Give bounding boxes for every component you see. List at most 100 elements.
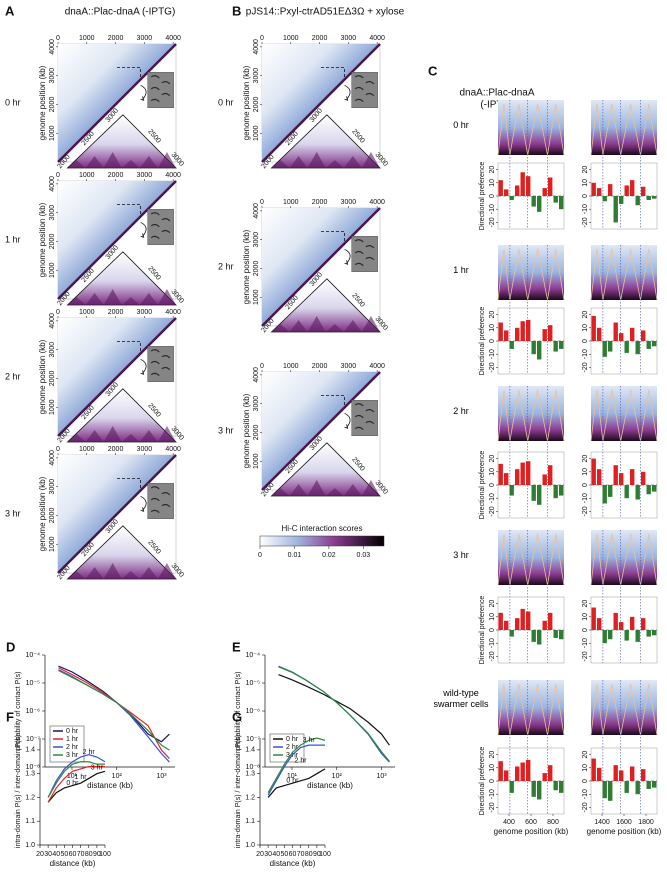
y-tick-label: 1000 xyxy=(49,262,56,278)
y-tick-label: 20 xyxy=(582,455,589,463)
y-tick-label: 0 xyxy=(489,194,496,198)
heatmap-diagonal xyxy=(261,207,381,327)
preference-bar xyxy=(553,781,558,791)
preference-bar xyxy=(591,607,596,630)
preference-bar xyxy=(515,327,520,341)
preference-bar xyxy=(619,770,624,781)
domain-outline xyxy=(640,248,658,301)
x-tick-label: 400 xyxy=(503,819,515,826)
y-tick-label: 1000 xyxy=(49,536,56,552)
y-tick-label: 10⁻⁷ xyxy=(26,736,40,743)
cell xyxy=(150,98,160,103)
y-tick-label: 1000 xyxy=(253,125,260,141)
row-label: 3 hr xyxy=(5,508,21,518)
legend-box xyxy=(49,725,85,763)
panel-label: C xyxy=(428,63,438,78)
domain-outline xyxy=(497,103,511,156)
cell xyxy=(161,503,171,508)
y-tick-label: 20 xyxy=(582,166,589,174)
preference-bar xyxy=(597,767,602,781)
x-tick-label: 1000 xyxy=(79,172,95,179)
preference-bar xyxy=(559,781,564,793)
cell xyxy=(365,92,375,97)
legend-label: 0 hr xyxy=(286,736,299,743)
preference-bar xyxy=(504,189,509,196)
y-tick-label: 1.4 xyxy=(25,747,35,754)
row-label: 2 hr xyxy=(453,406,469,416)
domain-outline xyxy=(640,103,658,156)
domain-outline xyxy=(640,683,658,736)
cell xyxy=(354,75,364,79)
x-tick-label: 30 xyxy=(264,851,272,858)
preference-bar xyxy=(548,765,553,781)
preference-bar xyxy=(630,327,635,341)
preference-bar xyxy=(608,630,613,640)
preference-bar xyxy=(548,177,553,196)
micrograph xyxy=(147,72,174,108)
y-tick-label: 3000 xyxy=(253,68,260,84)
preference-bar xyxy=(559,196,564,210)
y-tick-label: 2000 xyxy=(49,508,56,524)
heatmap-diagonal xyxy=(57,317,177,437)
zoom-domain xyxy=(325,488,344,496)
x-tick-label: 30 xyxy=(44,851,52,858)
domain-heatmap xyxy=(591,386,657,441)
preference-bar xyxy=(613,465,618,485)
zoom-domain xyxy=(289,320,308,332)
domain-outline xyxy=(590,248,604,301)
panel-label: F xyxy=(6,709,14,724)
x-tick-label: 3000 xyxy=(137,172,153,179)
preference-bar xyxy=(602,630,607,644)
x-tick-label: 2000 xyxy=(108,309,124,316)
preference-bar xyxy=(504,473,509,485)
y-tick-label: 10⁻⁵ xyxy=(246,680,260,687)
y-tick-label: 10 xyxy=(489,179,496,187)
domain-heatmap xyxy=(591,530,657,585)
row-label: 1 hr xyxy=(453,265,469,275)
y-tick-label: 2000 xyxy=(253,97,260,113)
zoom-domain xyxy=(157,152,176,168)
preference-bar xyxy=(498,761,503,781)
cell xyxy=(161,492,171,496)
panel-title: dnaA::Plac-dnaA xyxy=(459,88,534,99)
preference-bar xyxy=(559,485,564,496)
domain-outline xyxy=(497,389,511,442)
domain-outline xyxy=(547,683,565,736)
y-tick-label: 1.3 xyxy=(25,771,35,778)
row-label: 0 hr xyxy=(453,120,469,130)
zoom-outline xyxy=(117,478,141,491)
y-tick-label: 3000 xyxy=(253,232,260,248)
domain-heatmap xyxy=(591,245,657,300)
zoom-domain xyxy=(157,426,176,442)
zoom-domain xyxy=(139,567,158,579)
preference-bar xyxy=(553,630,558,638)
x-tick-label: 80 xyxy=(305,851,313,858)
cell xyxy=(365,409,375,413)
y-tick-label: 20 xyxy=(582,751,589,759)
x-tick-label: 40 xyxy=(272,851,280,858)
preference-bar xyxy=(602,485,607,504)
domain-outline xyxy=(509,248,529,301)
y-tick-label: 10⁻⁸ xyxy=(26,764,40,771)
preference-bar xyxy=(619,333,624,341)
heatmap-diagonal xyxy=(57,180,177,300)
x-tick-label: 3000 xyxy=(341,363,357,370)
domain-outline xyxy=(620,533,641,586)
series-label: 3 hr xyxy=(303,737,316,744)
y-tick-label: 4000 xyxy=(49,39,56,55)
y-axis-label: genome position (kb) xyxy=(38,339,47,414)
preference-bar xyxy=(520,321,525,341)
preference-bar xyxy=(548,325,553,341)
preference-bar xyxy=(602,196,607,202)
domain-heatmap xyxy=(498,530,564,585)
preference-bar xyxy=(597,469,602,485)
y-axis-label: Directional preference xyxy=(479,451,486,520)
legend-label: 3 hr xyxy=(66,752,79,759)
y-tick-label: -10 xyxy=(582,493,589,503)
panel-label: E xyxy=(232,639,241,654)
preference-bar xyxy=(553,196,558,203)
y-tick-label: -20 xyxy=(582,506,589,516)
row-label: 0 hr xyxy=(218,97,234,107)
y-axis-label: Directional preference xyxy=(479,162,486,231)
y-tick-label: 1.1 xyxy=(245,818,255,825)
